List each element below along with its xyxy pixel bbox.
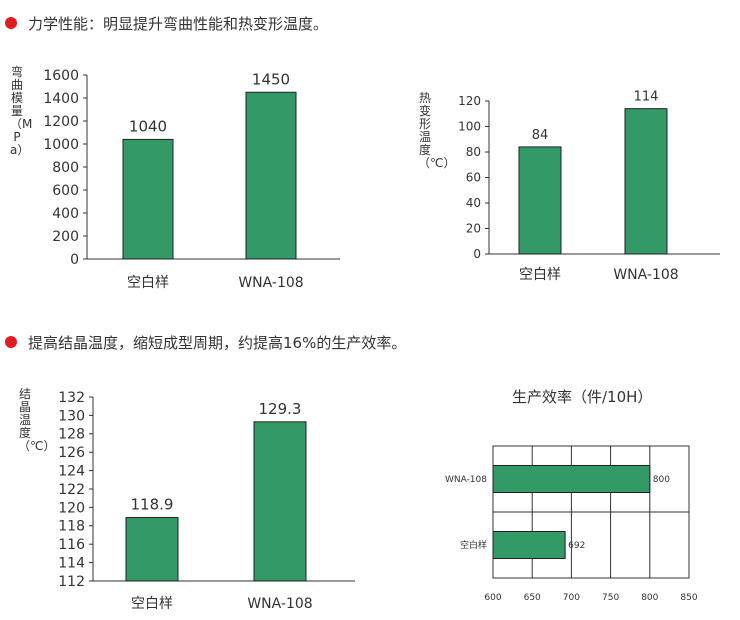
modulus-y-tick-label: 1200 xyxy=(43,114,79,130)
bullet-icon xyxy=(5,336,17,348)
crystal-y-tick-label: 126 xyxy=(58,445,85,461)
section-heading-mechanical: 力学性能：明显提升弯曲性能和热变形温度。 xyxy=(28,15,329,33)
hdt-y-tick-label: 60 xyxy=(466,171,481,185)
modulus-data-label: 1450 xyxy=(252,70,290,88)
modulus-y-tick-label: 600 xyxy=(52,183,79,199)
efficiency-x-tick-label: 650 xyxy=(524,593,541,603)
crystal-y-tick-label: 118 xyxy=(58,519,85,535)
crystal-y-tick-label: 120 xyxy=(58,500,85,516)
crystal-y-tick-label: 114 xyxy=(58,556,85,572)
modulus-y-tick-label: 1600 xyxy=(43,68,79,84)
modulus-bar xyxy=(245,91,297,260)
crystal-y-tick-label: 124 xyxy=(58,464,85,480)
hdt-y-tick-label: 80 xyxy=(466,145,481,159)
crystal-y-tick-label: 116 xyxy=(58,537,85,553)
crystal-y-tick-label: 130 xyxy=(58,408,85,424)
efficiency-x-tick-label: 750 xyxy=(602,593,619,603)
modulus-y-tick-label: 1400 xyxy=(43,91,79,107)
modulus-y-tick-label: 800 xyxy=(52,160,79,176)
crystal-y-tick-label: 112 xyxy=(58,574,85,590)
hdt-data-label: 84 xyxy=(532,128,549,143)
hdt-bar xyxy=(518,146,562,255)
efficiency-x-tick-label: 600 xyxy=(484,593,501,603)
hdt-y-tick-label: 0 xyxy=(473,247,481,261)
hdt-y-tick-label: 40 xyxy=(466,196,481,210)
hdt-bar xyxy=(624,108,668,255)
crystal-y-tick-label: 128 xyxy=(58,427,85,443)
efficiency-category-label: 空白样 xyxy=(460,539,487,551)
bullet-icon xyxy=(5,17,17,29)
hdt-y-tick-label: 100 xyxy=(458,120,481,134)
hdt-y-axis-label: 热变形温度（℃） xyxy=(418,91,456,170)
efficiency-category-label: WNA-108 xyxy=(445,475,487,485)
crystal-data-label: 118.9 xyxy=(131,496,174,514)
efficiency-x-tick-label: 800 xyxy=(641,593,658,603)
hdt-category-label: 空白样 xyxy=(519,267,561,283)
efficiency-bar xyxy=(492,531,566,559)
hdt-y-tick-label: 120 xyxy=(458,94,481,108)
section-heading-crystallization: 提高结晶温度，缩短成型周期，约提高16%的生产效率。 xyxy=(28,334,407,352)
crystal-category-label: 空白样 xyxy=(131,596,173,612)
crystal-data-label: 129.3 xyxy=(259,400,302,418)
crystal-y-tick-label: 132 xyxy=(58,390,85,406)
crystal-bar xyxy=(125,517,179,582)
modulus-bar xyxy=(122,138,174,260)
modulus-y-tick-label: 200 xyxy=(52,229,79,245)
crystal-y-tick-label: 122 xyxy=(58,482,85,498)
modulus-y-tick-label: 0 xyxy=(70,252,79,268)
efficiency-chart-title: 生产效率（件/10H） xyxy=(512,388,653,406)
crystal-bar xyxy=(253,421,307,582)
modulus-category-label: WNA-108 xyxy=(238,275,303,291)
efficiency-bar xyxy=(492,465,651,493)
hdt-data-label: 114 xyxy=(634,90,659,105)
hdt-category-label: WNA-108 xyxy=(613,267,678,283)
efficiency-data-label: 692 xyxy=(568,541,585,551)
crystal-category-label: WNA-108 xyxy=(247,596,312,612)
efficiency-x-tick-label: 850 xyxy=(680,593,697,603)
modulus-category-label: 空白样 xyxy=(127,275,169,291)
modulus-data-label: 1040 xyxy=(129,117,167,135)
modulus-y-tick-label: 1000 xyxy=(43,137,79,153)
modulus-y-tick-label: 400 xyxy=(52,206,79,222)
hdt-y-tick-label: 20 xyxy=(466,222,481,236)
efficiency-data-label: 800 xyxy=(653,475,670,485)
efficiency-x-tick-label: 700 xyxy=(563,593,580,603)
